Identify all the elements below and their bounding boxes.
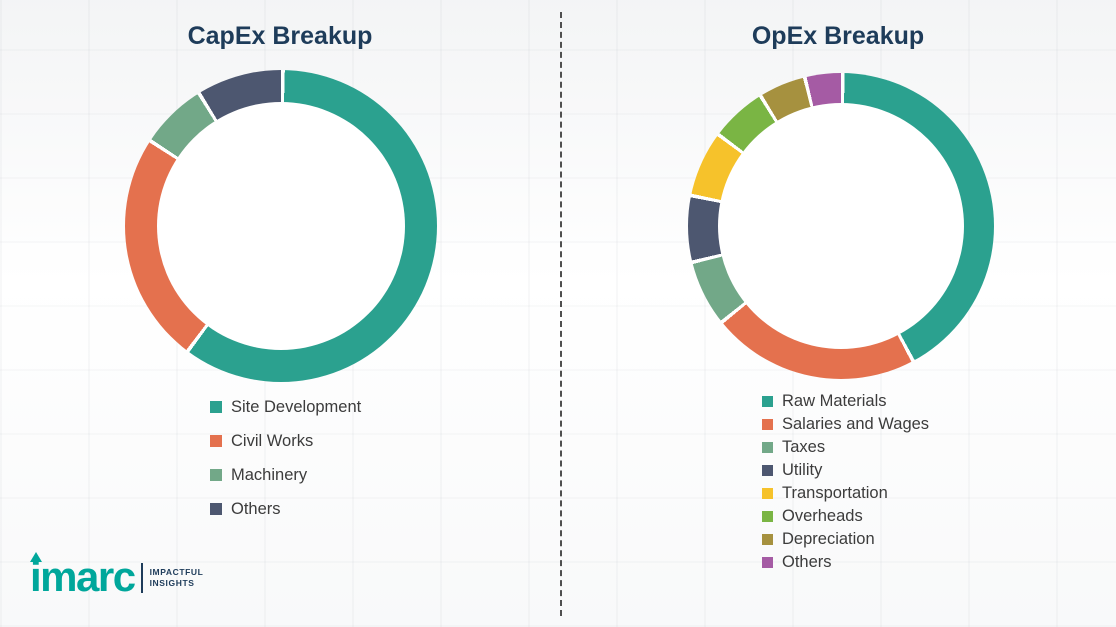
legend-item: Depreciation	[762, 528, 929, 551]
imarc-tagline: IMPACTFUL INSIGHTS	[150, 567, 204, 589]
legend-label: Utility	[782, 461, 823, 479]
legend-item: Salaries and Wages	[762, 413, 929, 436]
imarc-logo-separator	[140, 563, 143, 593]
legend-label: Overheads	[782, 507, 863, 525]
legend-marker	[210, 435, 222, 447]
imarc-brand-text: imarc	[30, 553, 136, 600]
legend-label: Others	[782, 553, 832, 571]
legend-label: Raw Materials	[782, 392, 887, 410]
imarc-logo-wordmark: imarc	[30, 552, 136, 600]
capex-donut-hole	[157, 102, 405, 350]
legend-label: Machinery	[231, 465, 308, 484]
opex-panel: OpEx Breakup Raw Materials Salaries and W…	[560, 0, 1116, 627]
legend-label: Site Development	[231, 397, 362, 416]
legend-label: Civil Works	[231, 431, 314, 450]
capex-donut-chart	[125, 70, 437, 382]
legend-label: Salaries and Wages	[782, 415, 930, 433]
legend-marker	[210, 401, 222, 413]
legend-marker	[762, 396, 773, 407]
legend-item: Site Development	[210, 390, 361, 424]
legend-marker	[762, 557, 773, 568]
imarc-logo: imarc IMPACTFUL INSIGHTS	[30, 552, 204, 600]
legend-marker	[762, 534, 773, 545]
opex-donut-chart	[688, 73, 994, 379]
legend-item: Others	[210, 492, 361, 526]
legend-label: Others	[231, 499, 281, 518]
legend-item: Overheads	[762, 505, 929, 528]
opex-donut-hole	[718, 103, 964, 349]
legend-marker	[210, 469, 222, 481]
imarc-tagline-line2: INSIGHTS	[149, 578, 195, 588]
legend-marker	[762, 488, 773, 499]
legend-item: Raw Materials	[762, 390, 929, 413]
dashed-divider-line	[560, 12, 562, 616]
opex-chart-title: OpEx Breakup	[751, 22, 925, 50]
imarc-triangle-icon	[30, 552, 42, 562]
legend-marker	[762, 419, 773, 430]
legend-marker	[762, 442, 773, 453]
legend-label: Depreciation	[782, 530, 875, 548]
legend-item: Taxes	[762, 436, 929, 459]
opex-legend: Raw Materials Salaries and Wages Taxes Util…	[762, 390, 929, 574]
capex-legend: Site Development Civil Works Machinery Othe…	[210, 390, 361, 526]
imarc-tagline-line1: IMPACTFUL	[149, 566, 204, 577]
legend-item: Civil Works	[210, 424, 361, 458]
legend-item: Machinery	[210, 458, 361, 492]
legend-label: Transportation	[782, 484, 888, 502]
legend-item: Utility	[762, 459, 929, 482]
legend-label: Taxes	[782, 438, 826, 456]
legend-item: Transportation	[762, 482, 929, 505]
capex-chart-title: CapEx Breakup	[187, 22, 373, 50]
legend-item: Others	[762, 551, 929, 574]
capex-panel: CapEx Breakup Site Development Civil Work…	[125, 22, 437, 526]
legend-marker	[210, 503, 222, 515]
legend-marker	[762, 465, 773, 476]
legend-marker	[762, 511, 773, 522]
